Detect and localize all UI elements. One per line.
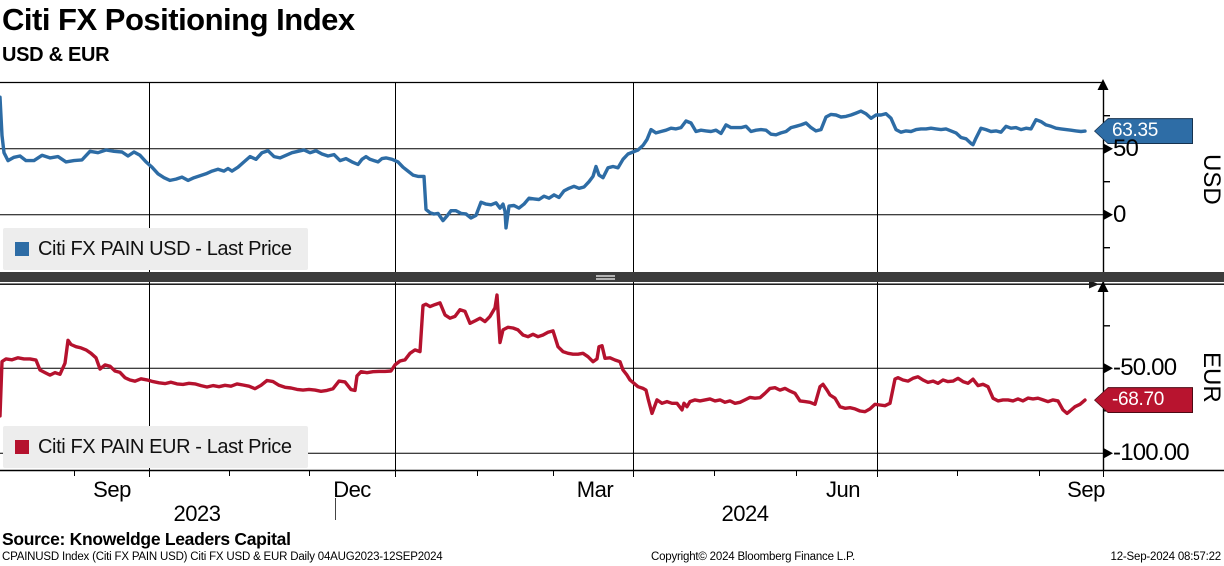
x-year-label: 2023 (173, 501, 221, 526)
x-month-label: Sep (1067, 477, 1105, 502)
legend-marker-eur-icon (15, 440, 29, 454)
page-subtitle: USD & EUR (2, 44, 110, 66)
source-line: Source: Knoweldge Leaders Capital (2, 529, 291, 549)
axis-tick-arrow-icon (1103, 143, 1113, 155)
axis-tick-arrow-icon (1103, 362, 1113, 374)
series-usd-line (0, 95, 1087, 230)
legend-eur-label: Citi FX PAIN EUR - Last Price (38, 435, 292, 458)
footer-security-info: CPAINUSD Index (Citi FX PAIN USD) Citi F… (2, 551, 443, 563)
page-title: Citi FX Positioning Index (2, 2, 355, 37)
price-flag-usd[interactable]: 63.35 (1094, 118, 1193, 145)
panel-separator[interactable] (0, 272, 1224, 282)
y-tick-label: -100.00 (1113, 439, 1190, 467)
footer-timestamp: 12-Sep-2024 08:57:22 (1110, 551, 1222, 563)
legend-usd[interactable]: Citi FX PAIN USD - Last Price (3, 228, 308, 270)
x-month-label: Mar (576, 477, 614, 502)
price-flag-usd-value: 63.35 (1095, 119, 1192, 144)
price-flag-eur[interactable]: -68.70 (1094, 387, 1193, 414)
axis-name-usd: USD (1198, 154, 1224, 205)
year-divider (335, 498, 336, 520)
x-month-label: Jun (826, 477, 860, 502)
price-flag-eur-value: -68.70 (1095, 388, 1192, 413)
y-tick-label: -50.00 (1113, 354, 1177, 382)
series-eur-line (0, 293, 1087, 418)
axis-tick-arrow-icon (1103, 447, 1113, 459)
separator-grip-icon[interactable] (596, 275, 615, 277)
legend-usd-label: Citi FX PAIN USD - Last Price (38, 237, 292, 260)
y-tick-label: 50 (1113, 134, 1139, 162)
footer-copyright: Copyright© 2024 Bloomberg Finance L.P. (651, 551, 855, 563)
x-year-label: 2024 (721, 501, 769, 526)
legend-marker-usd-icon (15, 242, 29, 256)
separator-arrow-icon (1089, 280, 1099, 289)
axis-tick-arrow-icon (1103, 209, 1113, 221)
axis-name-eur: EUR (1198, 352, 1224, 403)
x-month-label: Sep (93, 477, 131, 502)
y-tick-label: 0 (1113, 200, 1126, 228)
separator-grip-icon[interactable] (596, 278, 615, 280)
legend-eur[interactable]: Citi FX PAIN EUR - Last Price (3, 426, 308, 468)
x-month-label: Dec (333, 477, 371, 502)
